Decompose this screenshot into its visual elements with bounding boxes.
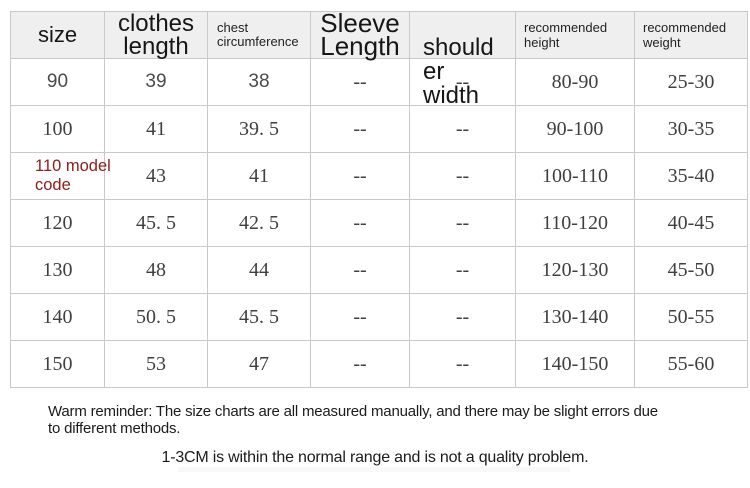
- column-header-sleeve-length: Sleeve Length: [310, 10, 410, 59]
- clothes-length-cell: 53: [104, 340, 208, 388]
- tolerance-note: 1-3CM is within the normal range and is …: [161, 449, 589, 466]
- size-cell-model-code: 110 model code: [10, 152, 111, 200]
- recommended-weight-cell: 35-40: [634, 152, 748, 200]
- table-row-120: 120 45. 5 42. 5 -- -- 110-120 40-45: [10, 199, 748, 247]
- chest-circumference-cell: 47: [207, 340, 311, 388]
- chest-circumference-cell: 39. 5: [207, 105, 311, 153]
- header-row: size clothes length chest circumference …: [10, 10, 748, 108]
- size-cell: 140: [10, 293, 105, 341]
- recommended-height-cell: 140-150: [515, 340, 635, 388]
- clothes-length-cell: 43: [104, 152, 208, 200]
- clothes-length-cell: 39: [104, 58, 208, 106]
- chest-circumference-cell: 44: [207, 246, 311, 294]
- sleeve-length-cell: --: [310, 340, 410, 388]
- shoulder-width-cell: --: [409, 246, 516, 294]
- size-cell: 130: [10, 246, 105, 294]
- size-cell: 150: [10, 340, 105, 388]
- recommended-height-cell: 100-110: [515, 152, 635, 200]
- size-cell: 90: [10, 58, 105, 106]
- shoulder-width-cell: --: [409, 58, 516, 106]
- table-row-90: 90 39 38 -- -- 80-90 25-30: [10, 58, 748, 106]
- warm-reminder-note: Warm reminder: The size charts are all m…: [48, 403, 658, 437]
- shoulder-width-overflow-label: should er width: [423, 34, 494, 109]
- column-header-shoulder-width: should er width: [409, 11, 516, 108]
- recommended-weight-cell: 30-35: [634, 105, 748, 153]
- shoulder-width-cell: --: [409, 199, 516, 247]
- clothes-length-cell: 41: [104, 105, 208, 153]
- size-cell: 100: [10, 105, 105, 153]
- table-row-100: 100 41 39. 5 -- -- 90-100 30-35: [10, 105, 748, 153]
- column-header-chest-circumference: chest circumference: [207, 11, 311, 59]
- recommended-height-cell: 110-120: [515, 199, 635, 247]
- clothes-length-cell: 50. 5: [104, 293, 208, 341]
- clothes-length-cell: 45. 5: [104, 199, 208, 247]
- column-header-recommended-weight: recommended weight: [634, 11, 748, 59]
- recommended-weight-cell: 55-60: [634, 340, 748, 388]
- recommended-height-cell: 80-90: [515, 58, 635, 106]
- column-header-size: size: [10, 11, 105, 59]
- chest-circumference-cell: 42. 5: [207, 199, 311, 247]
- table-row-140: 140 50. 5 45. 5 -- -- 130-140 50-55: [10, 293, 748, 341]
- table-row-110: 110 model code 43 41 -- -- 100-110 35-40: [10, 152, 748, 200]
- sleeve-length-cell: --: [310, 58, 410, 106]
- recommended-weight-cell: 50-55: [634, 293, 748, 341]
- shoulder-width-cell: --: [409, 105, 516, 153]
- faint-artifact-band: [178, 467, 570, 472]
- clothes-length-cell: 48: [104, 246, 208, 294]
- sleeve-length-cell: --: [310, 152, 410, 200]
- recommended-height-cell: 130-140: [515, 293, 635, 341]
- recommended-weight-cell: 40-45: [634, 199, 748, 247]
- recommended-height-cell: 120-130: [515, 246, 635, 294]
- recommended-weight-cell: 45-50: [634, 246, 748, 294]
- size-chart-table: size clothes length chest circumference …: [10, 10, 748, 388]
- sleeve-length-cell: --: [310, 105, 410, 153]
- sleeve-length-cell: --: [310, 199, 410, 247]
- recommended-height-cell: 90-100: [515, 105, 635, 153]
- shoulder-width-cell: --: [409, 340, 516, 388]
- column-header-clothes-length: clothes length: [104, 11, 208, 59]
- recommended-weight-cell: 25-30: [634, 58, 748, 106]
- chest-circumference-cell: 45. 5: [207, 293, 311, 341]
- chest-circumference-cell: 38: [207, 58, 311, 106]
- sleeve-length-cell: --: [310, 246, 410, 294]
- shoulder-width-cell: --: [409, 293, 516, 341]
- shoulder-width-cell: --: [409, 152, 516, 200]
- sleeve-length-cell: --: [310, 293, 410, 341]
- table-row-150: 150 53 47 -- -- 140-150 55-60: [10, 340, 748, 388]
- table-row-130: 130 48 44 -- -- 120-130 45-50: [10, 246, 748, 294]
- size-cell: 120: [10, 199, 105, 247]
- chest-circumference-cell: 41: [207, 152, 311, 200]
- column-header-recommended-height: recommended height: [515, 11, 635, 59]
